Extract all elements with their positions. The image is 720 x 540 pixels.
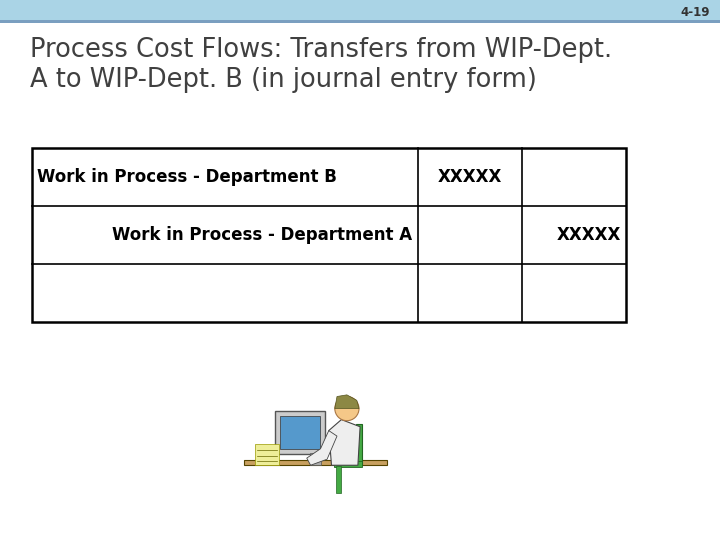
- Text: Process Cost Flows: Transfers from WIP-Dept.: Process Cost Flows: Transfers from WIP-D…: [30, 37, 612, 63]
- Bar: [310, 453, 320, 465]
- Text: Work in Process - Department B: Work in Process - Department B: [37, 168, 337, 186]
- Bar: [356, 424, 361, 465]
- Bar: [0, 20, 720, 23]
- Bar: [32, 148, 626, 322]
- Bar: [336, 467, 341, 492]
- Text: 4-19: 4-19: [680, 6, 710, 19]
- Text: XXXXX: XXXXX: [557, 226, 621, 244]
- Text: A to WIP-Dept. B (in journal entry form): A to WIP-Dept. B (in journal entry form): [30, 67, 537, 93]
- Polygon shape: [329, 420, 360, 465]
- Bar: [243, 460, 387, 465]
- Bar: [334, 461, 361, 467]
- Text: XXXXX: XXXXX: [438, 168, 502, 186]
- Text: Work in Process - Department A: Work in Process - Department A: [112, 226, 413, 244]
- Bar: [280, 416, 320, 449]
- Bar: [275, 411, 325, 454]
- Bar: [0, 0, 720, 20]
- Polygon shape: [335, 395, 359, 409]
- Polygon shape: [307, 430, 337, 465]
- Circle shape: [335, 396, 359, 421]
- Bar: [254, 444, 279, 465]
